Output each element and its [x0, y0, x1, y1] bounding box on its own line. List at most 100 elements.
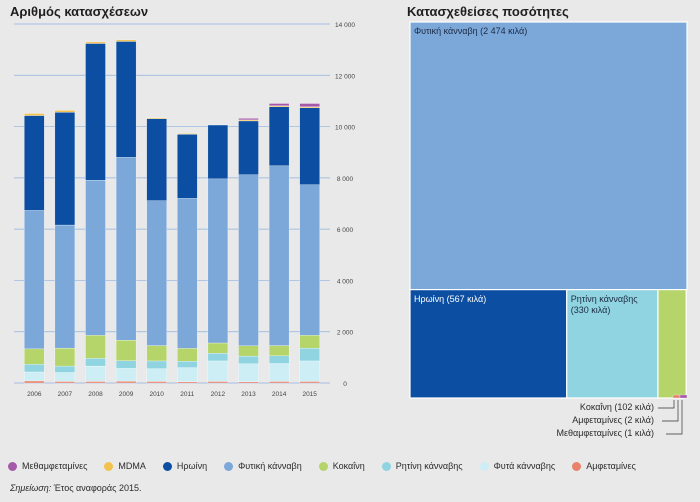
legend-label: Φυτά κάνναβης — [493, 461, 556, 471]
legend-label: Μεθαμφεταμίνες — [22, 461, 88, 471]
bar-segment — [299, 103, 320, 107]
bar-segment — [177, 348, 198, 362]
y-tick-label: 10 000 — [335, 125, 355, 132]
legend-label: MDMA — [118, 461, 146, 471]
legend-swatch — [479, 461, 489, 471]
x-tick-label: 2009 — [119, 391, 134, 398]
bar-segment — [238, 363, 259, 382]
y-tick-label: 14 000 — [335, 22, 355, 29]
legend-item: Φυτά κάνναβης — [479, 461, 556, 471]
bar-segment — [299, 335, 320, 349]
bar-segment — [268, 106, 290, 166]
bar-segment — [207, 381, 229, 384]
legend-item: Ηρωίνη — [162, 461, 207, 471]
bar-segment — [299, 106, 320, 109]
bar-segment — [238, 381, 259, 384]
bar-segment — [85, 43, 106, 181]
bar-segment — [146, 368, 167, 382]
bar-segment — [207, 178, 229, 344]
callout-leader — [658, 400, 675, 409]
treemap-cell — [672, 394, 681, 399]
bar-segment — [238, 118, 259, 121]
bar-segment — [268, 105, 290, 107]
bar-segment — [115, 368, 137, 382]
bar-segment — [268, 165, 290, 346]
charts-canvas: 0 2 000 4 000 6 000 8 000 10 000 12 000 14 000 2… — [14, 21, 688, 435]
bar-segment — [177, 133, 198, 135]
bar-segment — [238, 120, 259, 175]
bar-segment — [24, 210, 45, 350]
x-tick-label: 2008 — [88, 391, 103, 398]
treemap-callout-label: Μεθαμφεταμίνες (1 κιλά) — [556, 428, 654, 438]
x-tick-label: 2013 — [241, 391, 256, 398]
bar-segment — [146, 381, 167, 384]
x-tick-label: 2015 — [302, 391, 317, 398]
bar-segment — [299, 347, 320, 362]
bar-segment — [177, 381, 198, 384]
bar-segment — [54, 224, 76, 349]
legend-item: Ρητίνη κάνναβης — [381, 461, 463, 471]
bar-segment — [54, 112, 76, 226]
bar-segment — [54, 372, 76, 382]
legend-swatch — [8, 461, 17, 471]
treemap-title: Κατασχεθείσες ποσότητες — [407, 4, 569, 19]
bar-segment — [85, 335, 106, 359]
bar-segment — [177, 361, 198, 368]
x-tick-label: 2011 — [180, 391, 194, 398]
legend-swatch — [162, 461, 172, 471]
treemap-cell — [657, 289, 687, 399]
bar-segment — [146, 360, 167, 369]
bar-segment — [54, 110, 76, 113]
legend-item: Αμφεταμίνες — [572, 461, 636, 471]
bar-segment — [54, 347, 76, 367]
callout-leader — [666, 400, 683, 435]
bar-segment — [85, 358, 106, 367]
x-tick-label: 2010 — [149, 391, 164, 398]
bar-segment — [268, 103, 290, 106]
bar-segment — [207, 360, 229, 382]
bar-segment — [54, 381, 76, 384]
bar-segment — [24, 113, 45, 116]
legend-item: Κοκαΐνη — [318, 461, 365, 471]
bar-segment — [24, 364, 45, 373]
legend-label: Φυτική κάνναβη — [238, 461, 302, 471]
bar-chart-title: Αριθμός κατασχέσεων — [10, 4, 149, 19]
legend-item: MDMA — [104, 461, 146, 471]
treemap-cell-label: Ηρωίνη (567 κιλά) — [414, 293, 487, 304]
bar-segment — [268, 355, 290, 364]
bar-segment — [299, 360, 320, 382]
y-tick-label: 2 000 — [337, 330, 354, 337]
y-tick-label: 0 — [343, 381, 347, 388]
bar-segment — [85, 365, 106, 382]
treemap-cell — [409, 21, 688, 291]
treemap-cell — [679, 394, 688, 399]
x-tick-label: 2014 — [272, 391, 287, 398]
bar-segment — [24, 371, 45, 382]
bar-segment — [115, 39, 137, 42]
bar-segment — [207, 353, 229, 362]
bar-segment — [146, 200, 167, 346]
bar-segment — [24, 115, 45, 211]
footnote: Σημείωση: Έτος αναφοράς 2015. — [10, 483, 141, 493]
treemap-callout-label: Αμφεταμίνες (2 κιλά) — [572, 415, 654, 425]
bar-segment — [238, 355, 259, 364]
bar-segment — [268, 381, 290, 384]
legend-label: Κοκαΐνη — [332, 461, 365, 471]
footnote-text: Έτος αναφοράς 2015. — [51, 483, 142, 493]
bar-segment — [85, 180, 106, 336]
bar-segment — [146, 118, 167, 201]
bar-segment — [85, 381, 106, 384]
bar-segment — [207, 124, 229, 180]
bar-segment — [24, 348, 45, 365]
legend-swatch — [104, 461, 114, 471]
bar-segment — [177, 198, 198, 349]
bar-segment — [146, 117, 167, 119]
y-tick-label: 12 000 — [335, 73, 355, 80]
treemap-cell — [409, 289, 568, 399]
legend-label: Ρητίνη κάνναβης — [395, 461, 463, 471]
x-tick-label: 2007 — [58, 391, 73, 398]
treemap-cell-label: Φυτική κάνναβη (2 474 κιλά) — [414, 26, 528, 36]
legend-item: Φυτική κάνναβη — [224, 461, 302, 471]
bar-segment — [115, 41, 137, 158]
legend-swatch — [572, 461, 582, 471]
